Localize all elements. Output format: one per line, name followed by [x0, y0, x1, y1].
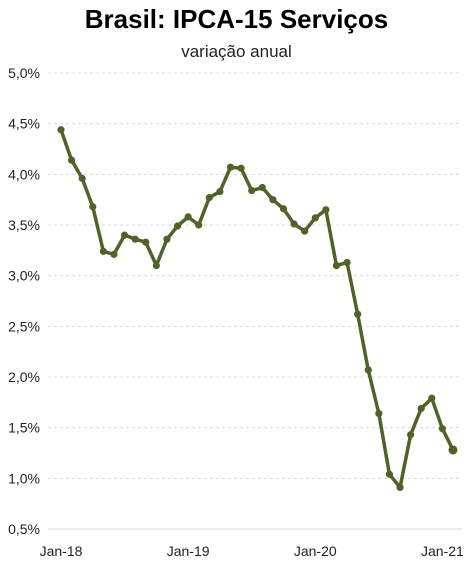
series-line [59, 128, 455, 490]
series-points [57, 126, 458, 492]
data-point [396, 483, 404, 492]
data-point [248, 186, 256, 195]
data-point [89, 203, 97, 211]
data-point [448, 445, 458, 455]
y-axis-ticks: 5,0% 4,5% 4,0% 3,5% 3,0% 2,5% 2,0% 1,5% 1,0% 0,5% [8, 65, 40, 537]
data-point [205, 194, 213, 202]
data-point [173, 222, 182, 230]
y-tick-label: 2,5% [8, 318, 40, 334]
x-tick-label: Jan-21 [421, 543, 464, 559]
data-point [216, 187, 224, 196]
x-axis-ticks: Jan-18 Jan-19 Jan-20 Jan-21 [40, 543, 464, 559]
data-point [184, 213, 192, 221]
data-point [237, 164, 245, 172]
x-tick-label: Jan-20 [294, 543, 337, 559]
data-point [57, 126, 65, 134]
data-point [438, 425, 447, 433]
data-point [269, 196, 277, 204]
data-point [354, 310, 362, 318]
data-point [428, 394, 436, 402]
gridlines [48, 72, 462, 479]
data-point [279, 205, 288, 213]
y-tick-label: 4,5% [8, 116, 40, 132]
y-tick-label: 4,0% [8, 166, 40, 182]
data-point [67, 156, 76, 164]
data-point [110, 250, 118, 258]
data-point [301, 227, 309, 235]
x-tick-label: Jan-18 [40, 543, 83, 559]
data-point [417, 404, 425, 413]
chart-subtitle: variação anual [181, 42, 292, 61]
data-point [195, 221, 203, 229]
chart-title: Brasil: IPCA-15 Serviços [84, 4, 389, 34]
y-tick-label: 0,5% [8, 521, 40, 537]
data-point [163, 235, 171, 243]
data-point [120, 231, 129, 239]
data-point [332, 261, 341, 270]
y-tick-label: 3,5% [8, 217, 40, 233]
x-tick-label: Jan-19 [167, 543, 210, 559]
data-point [290, 220, 298, 228]
data-point [152, 261, 160, 270]
data-point [322, 206, 330, 214]
data-point [78, 174, 86, 182]
data-point [258, 183, 266, 192]
y-tick-label: 3,0% [8, 268, 40, 284]
y-tick-label: 1,5% [8, 420, 40, 436]
y-tick-label: 5,0% [8, 65, 40, 81]
data-point [226, 163, 235, 171]
data-point [343, 258, 351, 267]
data-point [407, 431, 415, 439]
y-tick-label: 2,0% [8, 369, 40, 385]
data-point [364, 366, 372, 374]
data-point [375, 409, 383, 418]
y-tick-label: 1,0% [8, 470, 40, 486]
data-point [142, 238, 150, 246]
data-point [385, 470, 394, 478]
data-point [99, 247, 107, 255]
data-point [131, 235, 139, 243]
data-point [311, 214, 319, 222]
